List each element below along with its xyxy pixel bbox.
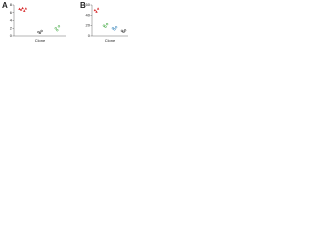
point (21, 6, 24, 10)
y-tick-label: 60 (86, 2, 91, 7)
y-tick-label: 0 (10, 33, 13, 38)
point (23, 9, 26, 12)
x-axis-label: Clone (35, 38, 46, 43)
point (24, 7, 28, 10)
point (120, 29, 124, 32)
y-tick-label: 8 (10, 2, 13, 7)
point (102, 24, 106, 27)
point (114, 26, 118, 29)
y-tick-label: 2 (10, 25, 13, 30)
point (95, 10, 98, 13)
point (38, 31, 42, 35)
y-tick-label: 6 (10, 10, 13, 15)
point (123, 29, 127, 32)
x-axis-label: Clone (105, 38, 116, 43)
y-tick-label: 40 (86, 12, 91, 17)
point (56, 29, 59, 32)
point (113, 28, 116, 31)
point (19, 8, 23, 11)
point (104, 25, 107, 28)
point (18, 7, 21, 10)
point (122, 30, 125, 34)
point (96, 7, 100, 10)
point (57, 25, 61, 28)
figure: A 0 2 4 6 8 Clone B 0 20 40 60 Clone (2, 1, 128, 43)
y-tick-label: 0 (88, 33, 91, 38)
point (54, 27, 57, 30)
y-tick-label: 20 (86, 23, 91, 28)
point (105, 22, 109, 26)
point (93, 8, 97, 12)
panel-label: B (80, 1, 86, 10)
point (40, 29, 43, 33)
point (111, 27, 115, 30)
y-tick-label: 4 (10, 18, 13, 23)
panel-label: A (2, 1, 8, 10)
